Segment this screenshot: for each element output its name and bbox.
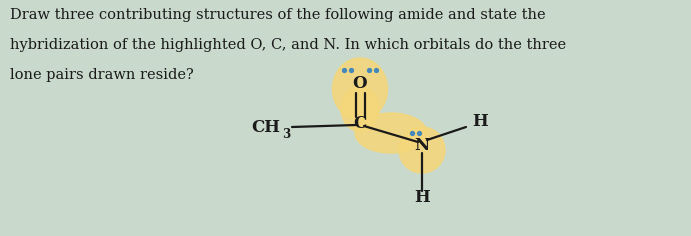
Text: CH: CH xyxy=(251,119,280,136)
Text: H: H xyxy=(414,190,430,206)
Text: H: H xyxy=(472,114,488,131)
Ellipse shape xyxy=(399,127,445,173)
Text: hybridization of the highlighted O, C, and N. In which orbitals do the three: hybridization of the highlighted O, C, a… xyxy=(10,38,566,52)
Text: 3: 3 xyxy=(282,127,290,140)
Text: Draw three contributing structures of the following amide and state the: Draw three contributing structures of th… xyxy=(10,8,546,22)
Text: C: C xyxy=(353,115,367,132)
Ellipse shape xyxy=(332,58,388,120)
Text: N: N xyxy=(415,138,430,155)
Text: lone pairs drawn reside?: lone pairs drawn reside? xyxy=(10,68,193,82)
Ellipse shape xyxy=(355,113,427,153)
Text: O: O xyxy=(352,76,368,93)
Ellipse shape xyxy=(341,87,379,131)
